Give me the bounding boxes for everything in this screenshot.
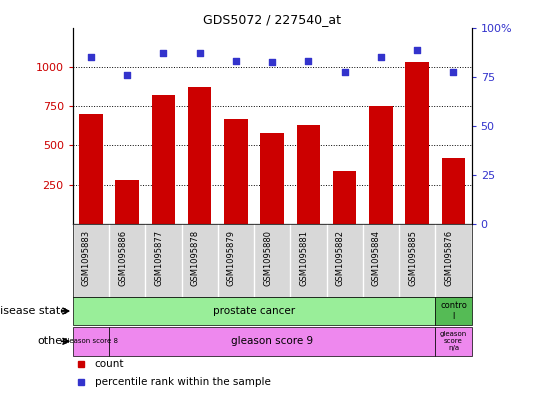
- Text: GSM1095880: GSM1095880: [263, 230, 272, 286]
- Text: gleason score 9: gleason score 9: [231, 336, 313, 346]
- Text: GSM1095884: GSM1095884: [372, 230, 381, 286]
- Bar: [442, 158, 465, 224]
- Bar: [333, 171, 356, 224]
- Bar: [260, 133, 284, 224]
- Text: disease state: disease state: [0, 306, 67, 316]
- Text: GSM1095881: GSM1095881: [300, 230, 308, 286]
- Point: [341, 68, 349, 75]
- Point: [377, 54, 385, 61]
- Text: GSM1095883: GSM1095883: [82, 230, 91, 286]
- Text: GSM1095885: GSM1095885: [408, 230, 417, 286]
- Bar: [188, 87, 211, 224]
- Bar: [369, 106, 393, 224]
- Text: count: count: [95, 359, 124, 369]
- Text: GSM1095886: GSM1095886: [118, 230, 127, 286]
- Text: GSM1095879: GSM1095879: [227, 230, 236, 286]
- Bar: [151, 95, 175, 224]
- Bar: [296, 125, 320, 224]
- Text: other: other: [38, 336, 67, 346]
- Bar: [115, 180, 139, 224]
- Bar: [73, 327, 109, 356]
- Text: GSM1095876: GSM1095876: [445, 230, 453, 286]
- Point: [123, 72, 132, 78]
- Text: prostate cancer: prostate cancer: [213, 306, 295, 316]
- Text: gleason
score
n/a: gleason score n/a: [440, 331, 467, 351]
- Text: GSM1095877: GSM1095877: [154, 230, 163, 286]
- Point: [268, 59, 277, 65]
- Text: contro
l: contro l: [440, 301, 467, 321]
- Text: GSM1095882: GSM1095882: [336, 230, 345, 286]
- Text: percentile rank within the sample: percentile rank within the sample: [95, 377, 271, 387]
- Point: [232, 57, 240, 64]
- Bar: [79, 114, 102, 224]
- Bar: [436, 297, 472, 325]
- Point: [449, 68, 458, 75]
- Point: [87, 54, 95, 61]
- Text: GSM1095878: GSM1095878: [191, 230, 199, 286]
- Point: [195, 50, 204, 56]
- Text: gleason score 8: gleason score 8: [64, 338, 119, 344]
- Point: [159, 50, 168, 56]
- Bar: [224, 119, 248, 224]
- Bar: [109, 327, 436, 356]
- Bar: [436, 327, 472, 356]
- Bar: [405, 62, 429, 224]
- Point: [304, 57, 313, 64]
- Title: GDS5072 / 227540_at: GDS5072 / 227540_at: [203, 13, 341, 26]
- Point: [413, 46, 421, 53]
